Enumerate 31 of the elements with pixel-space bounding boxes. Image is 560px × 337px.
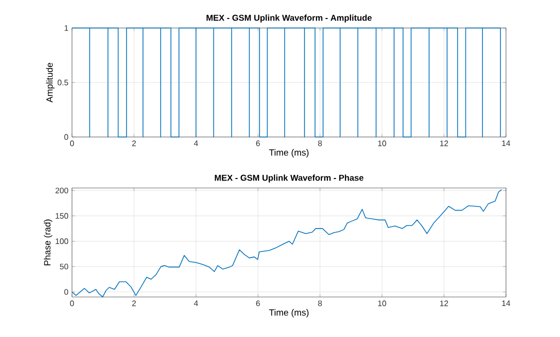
y-tick-label: 0 <box>64 289 68 295</box>
x-axis-title: Time (ms) <box>269 149 309 158</box>
x-tick-label: 12 <box>440 300 448 306</box>
x-tick-label: 14 <box>502 140 510 146</box>
x-tick-label: 2 <box>132 300 136 306</box>
line-series <box>72 189 502 298</box>
y-tick-label: 50 <box>60 264 68 270</box>
x-axis-title: Time (ms) <box>269 309 309 318</box>
x-tick-label: 10 <box>378 140 386 146</box>
y-tick-label: 200 <box>56 188 68 194</box>
y-tick-label: 0 <box>64 134 68 140</box>
x-tick-label: 0 <box>70 140 74 146</box>
x-tick-label: 8 <box>318 300 322 306</box>
x-tick-label: 0 <box>70 300 74 306</box>
x-tick-label: 6 <box>256 300 260 306</box>
x-tick-label: 2 <box>132 140 136 146</box>
x-tick-label: 8 <box>318 140 322 146</box>
x-tick-label: 4 <box>194 140 198 146</box>
y-axis-title: Amplitude <box>46 62 54 102</box>
x-tick-label: 4 <box>194 300 198 306</box>
y-tick-label: 100 <box>56 238 68 244</box>
x-tick-label: 14 <box>502 300 510 306</box>
y-axis-title: Phase (rad) <box>44 220 52 266</box>
y-tick-label: 150 <box>56 213 68 219</box>
x-tick-label: 6 <box>256 140 260 146</box>
chart-title: MEX - GSM Uplink Waveform - Phase <box>214 174 364 182</box>
x-tick-label: 10 <box>378 300 386 306</box>
x-tick-label: 12 <box>440 140 448 146</box>
y-tick-label: 0.5 <box>58 80 68 86</box>
chart-title: MEX - GSM Uplink Waveform - Amplitude <box>206 14 372 22</box>
y-tick-label: 1 <box>64 25 68 31</box>
